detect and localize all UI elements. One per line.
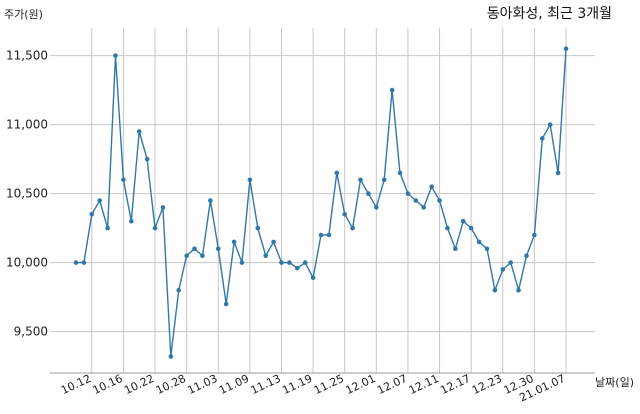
data-point <box>144 156 150 162</box>
series-line <box>76 48 567 357</box>
data-point <box>81 260 87 265</box>
data-point <box>342 212 348 217</box>
data-point <box>192 246 197 252</box>
data-point <box>476 239 482 245</box>
data-point <box>223 301 229 307</box>
data-point <box>350 225 355 231</box>
data-point <box>287 260 292 265</box>
data-point <box>73 260 79 265</box>
data-point <box>539 136 545 141</box>
data-point <box>453 246 458 252</box>
data-point <box>208 198 213 203</box>
data-point <box>358 177 363 183</box>
data-point <box>366 191 371 196</box>
data-point <box>302 260 308 265</box>
x-tick-label: 11.25 <box>312 372 346 397</box>
data-point <box>136 129 142 134</box>
y-tick-label: 10,000 <box>6 256 48 270</box>
data-point <box>184 253 189 258</box>
chart-title: 동아화성, 최근 3개월 <box>486 6 612 22</box>
data-point <box>160 205 166 210</box>
data-point <box>279 260 284 265</box>
data-point <box>176 287 182 293</box>
x-tick-label: 10.16 <box>91 372 125 397</box>
data-point <box>468 225 474 231</box>
data-point <box>239 260 245 265</box>
data-point <box>437 198 442 203</box>
data-point <box>532 232 537 238</box>
x-tick-label: 12.11 <box>407 372 441 397</box>
data-point <box>413 198 419 203</box>
x-tick-label: 10.28 <box>154 372 188 397</box>
x-tick-label: 10.22 <box>122 372 156 397</box>
data-point <box>255 225 261 231</box>
data-point <box>381 177 387 183</box>
data-point <box>231 239 237 245</box>
x-tick-label: 12.07 <box>375 372 409 397</box>
y-tick-label: 11,000 <box>6 118 48 132</box>
x-tick-label: 11.13 <box>249 372 283 397</box>
data-point <box>263 253 268 258</box>
data-point <box>310 275 316 281</box>
data-point <box>508 260 513 265</box>
data-point <box>105 225 110 231</box>
data-point <box>121 177 126 183</box>
x-tick-label: 10.12 <box>59 372 93 397</box>
x-tick-label: 12.17 <box>438 372 472 397</box>
y-tick-label: 10,500 <box>6 187 48 201</box>
x-tick-label: 12.01 <box>344 372 378 397</box>
data-point <box>215 246 221 252</box>
data-point <box>421 205 427 210</box>
data-point <box>405 191 411 196</box>
data-point <box>524 253 529 258</box>
data-point <box>484 246 490 252</box>
x-tick-label: 11.09 <box>217 372 251 397</box>
data-point <box>334 170 340 176</box>
x-axis-label: 날짜(일) <box>595 376 634 389</box>
data-point <box>389 87 395 93</box>
data-point <box>294 265 300 271</box>
data-point <box>318 232 324 238</box>
data-point <box>129 218 134 224</box>
data-point <box>460 218 466 224</box>
y-tick-label: 9,500 <box>14 325 48 339</box>
data-point <box>97 198 103 203</box>
data-point <box>429 184 434 189</box>
data-point <box>445 225 450 231</box>
data-point <box>500 267 506 272</box>
data-point <box>152 225 158 231</box>
data-point <box>271 239 276 245</box>
data-point <box>168 354 174 359</box>
data-point <box>89 212 95 217</box>
x-tick-label: 11.03 <box>185 372 219 397</box>
y-tick-label: 11,500 <box>6 49 48 63</box>
y-axis-label: 주가(원) <box>4 8 43 21</box>
data-point <box>247 177 253 183</box>
data-point <box>397 170 403 176</box>
data-point <box>492 287 498 293</box>
data-point <box>547 122 553 127</box>
data-point <box>563 46 569 51</box>
data-point <box>200 253 205 258</box>
x-tick-label: 12.23 <box>470 372 504 397</box>
data-point <box>326 232 332 238</box>
data-point <box>555 170 561 176</box>
data-point <box>113 53 118 58</box>
x-tick-label: 11.19 <box>280 372 314 397</box>
data-point <box>374 205 379 210</box>
data-point <box>516 287 521 293</box>
